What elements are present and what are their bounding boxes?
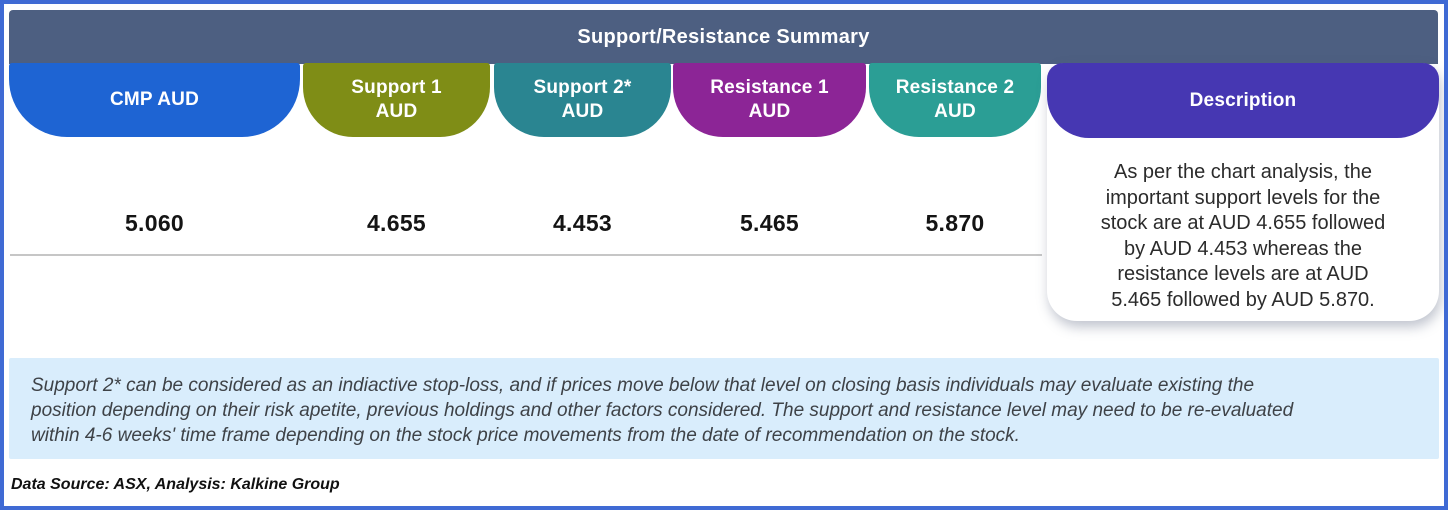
value-cmp: 5.060 bbox=[124, 210, 185, 236]
description-line: stock are at AUD 4.655 followed bbox=[1100, 212, 1386, 234]
description-card: Description As per the chart analysis, t… bbox=[1047, 63, 1439, 321]
description-line: resistance levels are at AUD bbox=[1117, 263, 1369, 285]
column-header-support2-label: Support 2* AUD bbox=[533, 77, 632, 122]
footnote-line: position depending on their risk apetite… bbox=[31, 400, 1294, 421]
column-header-resistance2: Resistance 2 AUD bbox=[869, 63, 1041, 137]
column-header-cmp: CMP AUD bbox=[9, 63, 300, 137]
value-resistance1: 5.465 bbox=[739, 210, 800, 236]
description-line: important support levels for the bbox=[1105, 186, 1381, 209]
description-line: 5.465 followed by AUD 5.870. bbox=[1111, 288, 1375, 311]
footnote-box: Support 2* can be considered as an india… bbox=[9, 358, 1439, 459]
footnote-line: within 4-6 weeks' time frame depending o… bbox=[31, 425, 1020, 446]
column-header-resistance1-label: Resistance 1 AUD bbox=[710, 77, 829, 122]
footnote-line: Support 2* can be considered as an india… bbox=[31, 375, 1255, 396]
column-header-support2: Support 2* AUD bbox=[494, 63, 671, 137]
column-header-description-label: Description bbox=[1189, 89, 1297, 111]
data-source-note: Data Source: ASX, Analysis: Kalkine Grou… bbox=[11, 476, 340, 493]
column-header-support1: Support 1 AUD bbox=[303, 63, 490, 137]
column-header-resistance2-label: Resistance 2 AUD bbox=[895, 77, 1015, 122]
value-support1: 4.655 bbox=[366, 210, 427, 236]
description-line: by AUD 4.453 whereas the bbox=[1124, 237, 1362, 260]
title-bar: Support/Resistance Summary bbox=[9, 10, 1438, 64]
row-divider bbox=[10, 254, 1042, 256]
column-header-cmp-label: CMP AUD bbox=[109, 89, 199, 110]
page-title: Support/Resistance Summary bbox=[577, 25, 870, 48]
column-header-support1-label: Support 1 AUD bbox=[351, 77, 442, 122]
description-line: As per the chart analysis, the bbox=[1114, 161, 1372, 183]
column-header-resistance1: Resistance 1 AUD bbox=[673, 63, 866, 137]
column-header-description: Description bbox=[1047, 63, 1439, 138]
description-text: As per the chart analysis, the important… bbox=[1047, 138, 1439, 313]
value-support2: 4.453 bbox=[552, 210, 613, 236]
value-resistance2: 5.870 bbox=[925, 210, 985, 236]
